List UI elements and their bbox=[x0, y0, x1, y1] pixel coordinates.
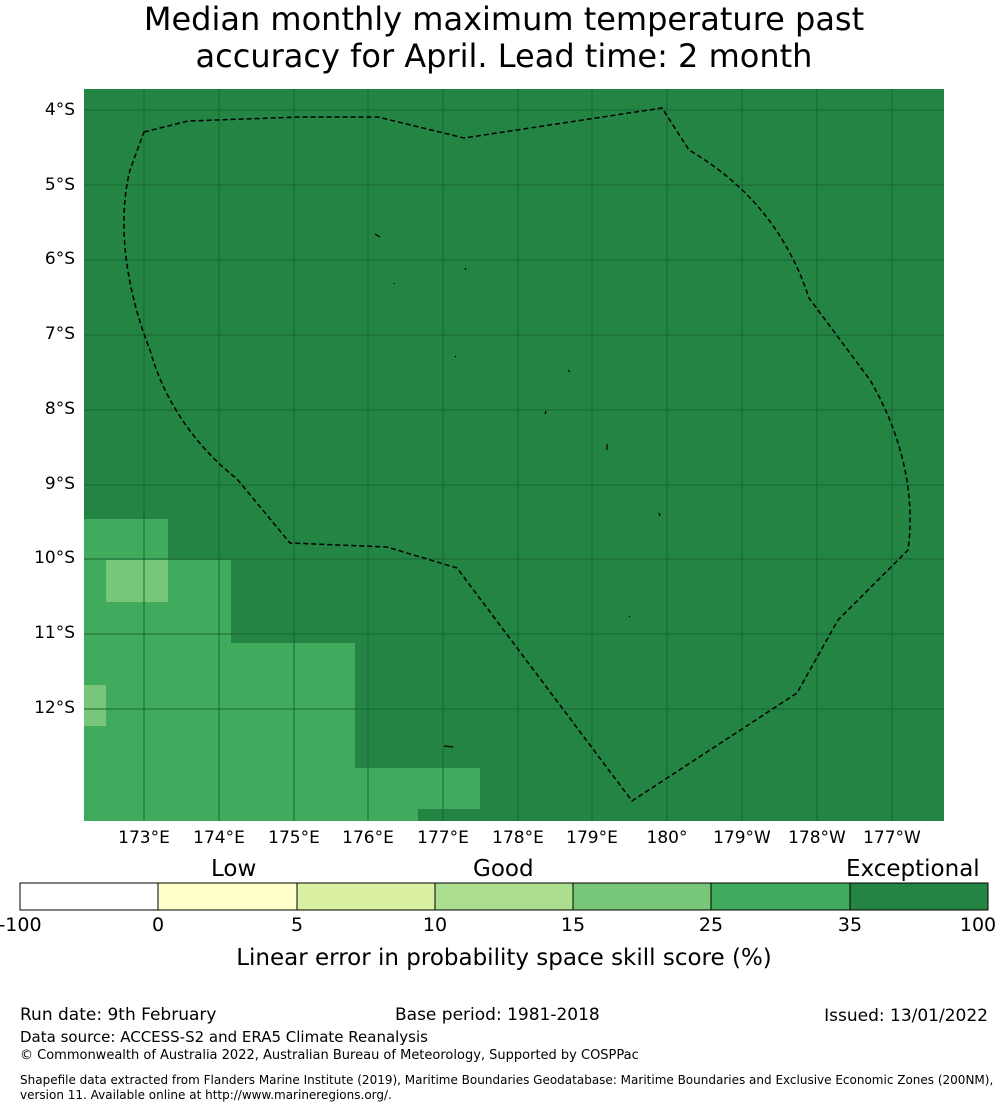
island bbox=[464, 267, 467, 271]
colorbar-tick: -100 bbox=[0, 914, 42, 936]
colorbar bbox=[19, 882, 989, 911]
lat-label: 8°S bbox=[44, 399, 75, 419]
colorbar-segment bbox=[850, 883, 988, 910]
colorbar-tick: 15 bbox=[560, 914, 586, 936]
colorbar-segment bbox=[711, 883, 850, 910]
eez-boundary bbox=[123, 107, 911, 803]
run-date: Run date: 9th February bbox=[20, 1005, 217, 1025]
category-low: Low bbox=[211, 856, 257, 882]
lon-label: 179°W bbox=[713, 828, 771, 848]
category-exceptional: Exceptional bbox=[846, 856, 980, 882]
lon-label: 175°E bbox=[268, 828, 320, 848]
skill-patch-light bbox=[84, 685, 106, 726]
island bbox=[544, 410, 547, 415]
colorbar-tick: 10 bbox=[422, 914, 448, 936]
issued-date: Issued: 13/01/2022 bbox=[824, 1006, 988, 1026]
lon-label: 174°E bbox=[193, 828, 245, 848]
colorbar-label: Linear error in probability space skill … bbox=[236, 945, 772, 971]
colorbar-tick: 5 bbox=[290, 914, 304, 936]
copyright: © Commonwealth of Australia 2022, Austra… bbox=[20, 1048, 639, 1063]
lat-label: 11°S bbox=[34, 623, 75, 643]
skill-patch bbox=[84, 519, 168, 560]
shapefile-credit-1: Shapefile data extracted from Flanders M… bbox=[20, 1073, 994, 1087]
base-period: Base period: 1981-2018 bbox=[395, 1005, 600, 1025]
category-good: Good bbox=[473, 856, 534, 882]
data-source: Data source: ACCESS-S2 and ERA5 Climate … bbox=[20, 1028, 428, 1046]
colorbar-segment bbox=[573, 883, 711, 910]
island bbox=[658, 512, 661, 517]
gridlines bbox=[84, 89, 944, 821]
colorbar-tick: 25 bbox=[698, 914, 724, 936]
colorbar-frame bbox=[19, 882, 989, 911]
islands bbox=[374, 233, 661, 748]
island bbox=[567, 369, 571, 373]
colorbar-segment bbox=[297, 883, 435, 910]
colorbar-segment bbox=[435, 883, 573, 910]
lon-label: 179°E bbox=[566, 828, 618, 848]
lon-label: 178°W bbox=[788, 828, 846, 848]
skill-patch bbox=[84, 768, 480, 809]
lat-label: 12°S bbox=[34, 698, 75, 718]
map-panel bbox=[84, 89, 944, 821]
lat-label: 10°S bbox=[34, 548, 75, 568]
title-line-1: Median monthly maximum temperature past bbox=[143, 0, 865, 38]
colorbar-tick: 35 bbox=[837, 914, 863, 936]
lon-label: 176°E bbox=[342, 828, 394, 848]
island bbox=[374, 233, 381, 238]
colorbar-segment bbox=[158, 883, 297, 910]
lon-label: 178°E bbox=[492, 828, 544, 848]
island bbox=[443, 745, 454, 748]
island bbox=[454, 355, 457, 358]
shapefile-credit-2: version 11. Available online at http://w… bbox=[20, 1088, 392, 1102]
lat-label: 6°S bbox=[44, 249, 75, 269]
colorbar-segment bbox=[20, 883, 158, 910]
lon-label: 180° bbox=[646, 828, 688, 848]
lat-label: 5°S bbox=[44, 175, 75, 195]
lon-label: 177°E bbox=[417, 828, 469, 848]
skill-patch-light bbox=[106, 560, 168, 602]
colorbar-tick: 100 bbox=[959, 914, 997, 936]
lat-label: 4°S bbox=[44, 100, 75, 120]
lon-label: 177°W bbox=[863, 828, 921, 848]
title-line-2: accuracy for April. Lead time: 2 month bbox=[195, 37, 813, 75]
island bbox=[628, 615, 631, 618]
lon-label: 173°E bbox=[118, 828, 170, 848]
skill-patch bbox=[84, 809, 418, 821]
lat-label: 7°S bbox=[44, 324, 75, 344]
lat-label: 9°S bbox=[44, 474, 75, 494]
colorbar-tick: 0 bbox=[151, 914, 165, 936]
